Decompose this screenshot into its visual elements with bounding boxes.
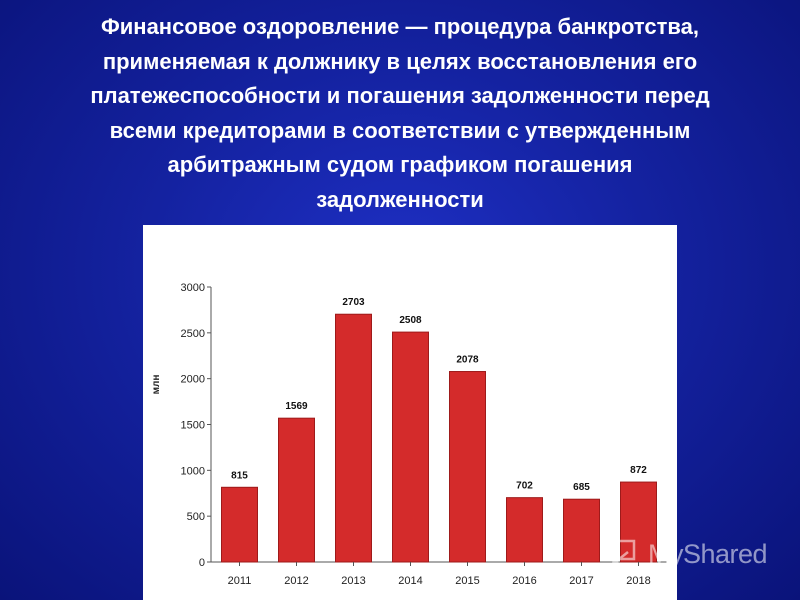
bar-2014 bbox=[392, 331, 429, 563]
slide-title: Финансовое оздоровление — процедура банк… bbox=[0, 10, 800, 217]
data-label-2015: 2078 bbox=[456, 355, 479, 366]
data-label-2011: 815 bbox=[231, 470, 248, 481]
x-tick-label-2018: 2018 bbox=[626, 575, 650, 587]
title-line-6: задолженности bbox=[316, 186, 484, 212]
x-tick-label-2013: 2013 bbox=[341, 575, 365, 587]
title-line-5: арбитражным судом графиком погашения bbox=[167, 152, 633, 177]
bar-2017 bbox=[563, 498, 600, 563]
x-tick-label-2016: 2016 bbox=[512, 575, 536, 587]
x-tick-label-2014: 2014 bbox=[398, 575, 422, 587]
y-axis-label: млн bbox=[151, 375, 162, 395]
data-label-2012: 1569 bbox=[285, 401, 308, 412]
y-tick-label: 2500 bbox=[181, 328, 205, 340]
y-tick-label: 3000 bbox=[181, 282, 205, 294]
bar-2011 bbox=[221, 486, 258, 563]
watermark-text: MyShared bbox=[648, 539, 768, 569]
title-line-2: применяемая к должнику в целях восстанов… bbox=[102, 48, 698, 74]
x-tick-label-2015: 2015 bbox=[455, 575, 479, 587]
y-tick-label: 2000 bbox=[181, 374, 205, 386]
y-tick-label: 1000 bbox=[181, 465, 205, 477]
data-label-2013: 2703 bbox=[342, 297, 365, 308]
bar-2015 bbox=[449, 371, 486, 563]
data-label-2014: 2508 bbox=[399, 315, 422, 326]
watermark: MyShared bbox=[604, 536, 794, 576]
x-tick-label-2012: 2012 bbox=[284, 575, 308, 587]
y-tick-label: 1500 bbox=[181, 420, 205, 432]
data-label-2016: 702 bbox=[516, 481, 533, 492]
title-line-4: всеми кредиторами в соответствии с утвер… bbox=[109, 117, 691, 143]
data-label-2017: 685 bbox=[573, 482, 590, 493]
bar-2013 bbox=[335, 313, 372, 563]
y-tick-label: 500 bbox=[187, 511, 205, 523]
title-line-3: платежеспособности и погашения задолженн… bbox=[90, 83, 710, 108]
x-tick-label-2017: 2017 bbox=[569, 575, 593, 587]
data-label-2018: 872 bbox=[630, 465, 647, 476]
y-tick-label: 0 bbox=[199, 557, 205, 569]
chart-panel: 0 500 1000 1500 2000 2500 3000 млн 815 2011 1569 20… bbox=[143, 225, 677, 600]
x-tick-label-2011: 2011 bbox=[228, 575, 252, 587]
bar-2012 bbox=[278, 417, 315, 563]
projector-presenter-icon bbox=[606, 539, 636, 574]
bar-chart: 0 500 1000 1500 2000 2500 3000 млн 815 2011 1569 20… bbox=[151, 282, 667, 587]
bar-2016 bbox=[506, 497, 543, 563]
title-line-1: Финансовое оздоровление — процедура банк… bbox=[100, 14, 700, 39]
